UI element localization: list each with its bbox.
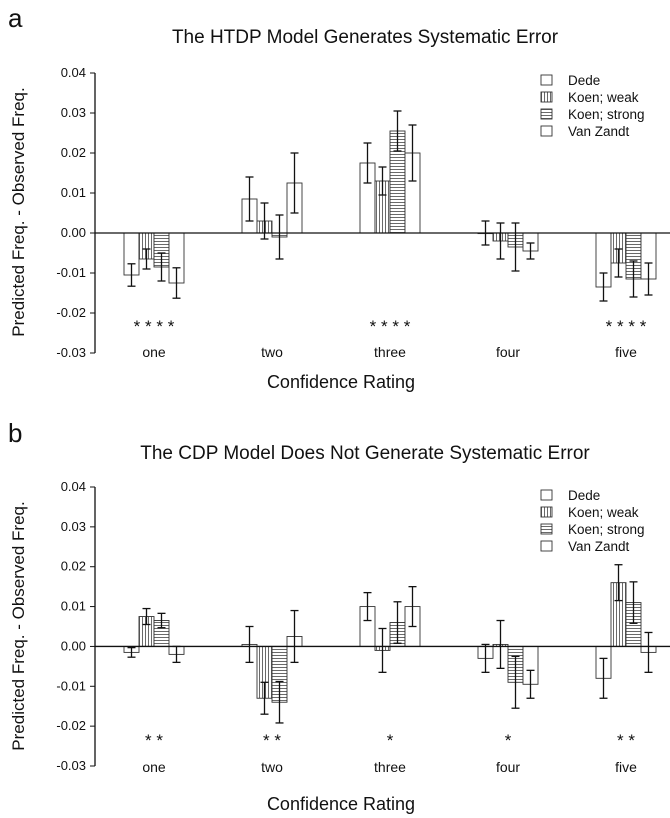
panel-b: b The CDP Model Does Not Generate System… <box>8 418 670 814</box>
bars <box>123 110 657 302</box>
significance-markers: * * * * * * * * * * * * <box>134 317 647 336</box>
legend-label: Koen; weak <box>568 505 639 520</box>
y-tick-label: -0.03 <box>56 758 86 773</box>
panel-letter: b <box>8 418 22 448</box>
category-label: one <box>142 344 166 360</box>
y-tick-label: -0.01 <box>56 678 86 693</box>
y-tick-label: 0.00 <box>61 638 86 653</box>
significance-marker: * <box>505 731 512 750</box>
y-tick-label: 0.02 <box>61 145 86 160</box>
y-tick-label: -0.03 <box>56 345 86 360</box>
legend: Dede Koen; weak Koen; strong Van Zandt <box>540 73 645 139</box>
category-label: four <box>496 344 520 360</box>
y-tick-label: -0.01 <box>56 265 86 280</box>
legend: Dede Koen; weak Koen; strong Van Zandt <box>540 488 645 554</box>
legend-swatch <box>540 506 553 518</box>
y-tick-label: 0.03 <box>61 105 86 120</box>
category-label: two <box>261 344 283 360</box>
chart-title: The HTDP Model Generates Systematic Erro… <box>172 27 559 48</box>
y-tick-label: -0.02 <box>56 305 86 320</box>
chart-title: The CDP Model Does Not Generate Systemat… <box>140 443 590 464</box>
category-label: two <box>261 759 283 775</box>
significance-marker: * * * * <box>606 317 647 336</box>
axes <box>94 73 670 353</box>
legend-label: Van Zandt <box>568 539 630 554</box>
category-label: four <box>496 759 520 775</box>
x-axis-label: Confidence Rating <box>267 372 415 392</box>
significance-marker: * * * * <box>134 317 175 336</box>
x-axis-label: Confidence Rating <box>267 794 415 814</box>
legend-label: Koen; weak <box>568 90 639 105</box>
y-tick-label: 0.04 <box>61 479 86 494</box>
significance-marker: * * <box>617 731 635 750</box>
x-axis-ticks: onetwothreefourfivesix <box>142 759 637 775</box>
y-axis-ticks: 0.04 0.03 0.02 0.01 0.00 -0.01 -0.02 -0.03 <box>56 65 95 360</box>
y-tick-label: 0.01 <box>61 185 86 200</box>
y-axis-ticks: 0.04 0.03 0.02 0.01 0.00 -0.01 -0.02 -0.03 <box>56 479 95 773</box>
axes <box>94 487 670 766</box>
category-label: one <box>142 759 166 775</box>
category-label: five <box>615 344 637 360</box>
y-tick-label: -0.02 <box>56 718 86 733</box>
y-tick-label: 0.04 <box>61 65 86 80</box>
x-axis-ticks: onetwothreefourfivesix <box>142 344 637 360</box>
legend-label: Koen; strong <box>568 107 645 122</box>
legend-swatch <box>540 91 553 103</box>
significance-marker: * * <box>263 731 281 750</box>
legend-label: Dede <box>568 73 600 88</box>
bars <box>123 564 657 724</box>
category-label: three <box>374 344 406 360</box>
legend-swatch <box>540 74 553 86</box>
legend-swatch <box>540 540 553 552</box>
category-label: three <box>374 759 406 775</box>
y-axis-label: Predicted Freq. - Observed Freq. <box>9 501 28 750</box>
panel-letter: a <box>8 3 23 33</box>
y-tick-label: 0.02 <box>61 559 86 574</box>
legend-label: Koen; strong <box>568 522 645 537</box>
significance-markers: * ** **** ** <box>145 731 635 750</box>
legend-label: Van Zandt <box>568 124 630 139</box>
y-tick-label: 0.01 <box>61 599 86 614</box>
y-axis-label: Predicted Freq. - Observed Freq. <box>9 87 28 336</box>
legend-swatch <box>540 108 553 120</box>
legend-swatch <box>540 523 553 535</box>
significance-marker: * * <box>145 731 163 750</box>
significance-marker: * <box>387 731 394 750</box>
legend-label: Dede <box>568 488 600 503</box>
y-tick-label: 0.03 <box>61 519 86 534</box>
legend-swatch <box>540 125 553 137</box>
panel-a: a The HTDP Model Generates Systematic Er… <box>8 3 670 392</box>
legend-swatch <box>540 489 553 501</box>
category-label: five <box>615 759 637 775</box>
significance-marker: * * * * <box>370 317 411 336</box>
y-tick-label: 0.00 <box>61 225 86 240</box>
